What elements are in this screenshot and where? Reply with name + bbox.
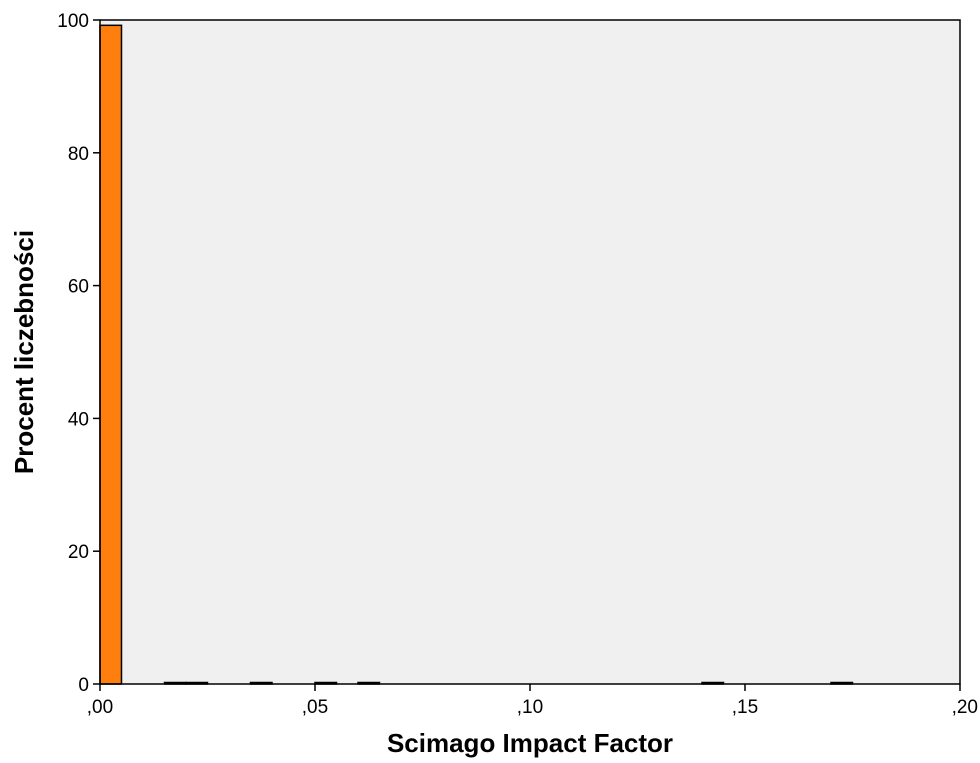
y-axis-title: Procent liczebności: [9, 230, 39, 474]
histogram-bar: [100, 25, 122, 684]
x-tick-label: ,00: [87, 697, 113, 718]
x-tick-label: ,15: [732, 697, 758, 718]
x-tick-label: ,10: [517, 697, 543, 718]
y-tick-label: 0: [78, 675, 89, 696]
y-axis: 0 20 40 60 80 100: [57, 11, 100, 696]
y-tick-label: 60: [68, 277, 89, 298]
y-tick-label: 20: [68, 542, 89, 563]
plot-area: [100, 20, 960, 684]
x-axis: ,00 ,05 ,10 ,15 ,20: [87, 684, 978, 718]
x-tick-label: ,20: [952, 697, 978, 718]
y-tick-label: 80: [68, 144, 89, 165]
y-tick-label: 100: [57, 11, 89, 32]
x-tick-label: ,05: [302, 697, 328, 718]
y-tick-label: 40: [68, 409, 89, 430]
x-axis-title: Scimago Impact Factor: [387, 728, 673, 758]
